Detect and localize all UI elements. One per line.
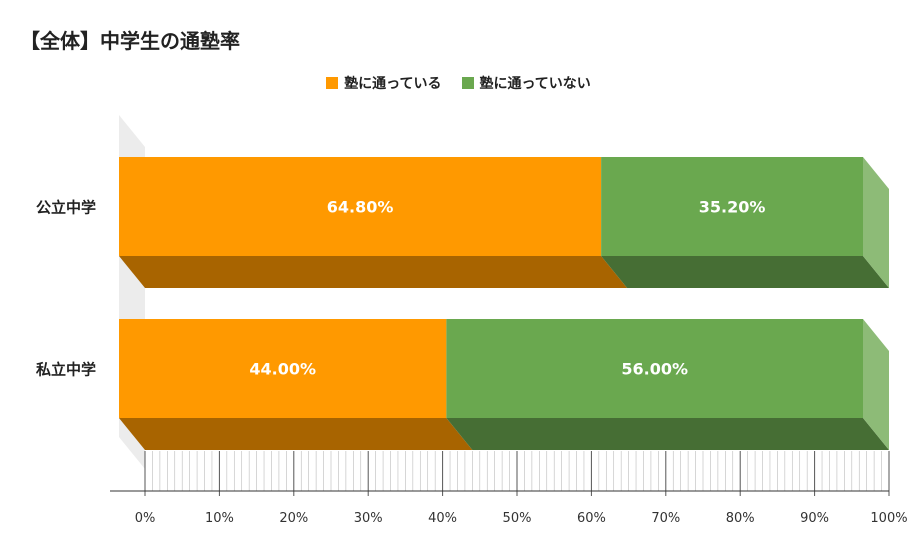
bar-bottom-face [119,418,473,450]
category-label: 公立中学 [36,199,96,217]
chart-title: 【全体】中学生の通塾率 [20,29,240,53]
x-tick-label: 10% [205,511,234,526]
bar-bottom-face [119,256,628,288]
x-tick-label: 80% [726,511,755,526]
x-tick-label: 0% [135,511,156,526]
legend: 塾に通っている 塾に通っていない [0,73,917,93]
bar-bottom-face [601,256,889,288]
data-label: 64.80% [327,198,394,217]
legend-swatch-not-attending [461,77,474,89]
bar-segment[interactable] [601,157,863,256]
category-label: 私立中学 [35,361,96,379]
legend-item-not-attending[interactable]: 塾に通っていない [461,73,591,93]
bar-segment[interactable] [446,319,863,418]
data-label: 35.20% [699,198,766,217]
legend-label-attending: 塾に通っている [344,76,442,92]
data-label: 56.00% [621,360,688,379]
x-tick-label: 50% [503,511,532,526]
bar-side-face [863,157,889,288]
legend-swatch-attending [326,77,339,89]
x-tick-label: 20% [279,511,308,526]
bar-bottom-face [446,418,889,450]
x-tick-label: 40% [428,511,457,526]
x-tick-label: 30% [354,511,383,526]
x-tick-label: 60% [577,511,606,526]
legend-item-attending[interactable]: 塾に通っている [326,73,442,93]
bar-segment[interactable] [119,319,447,418]
legend-label-not-attending: 塾に通っていない [479,76,591,92]
x-tick-label: 100% [870,511,907,526]
bar-segment[interactable] [119,157,602,256]
x-tick-label: 70% [651,511,680,526]
data-label: 44.00% [249,360,316,379]
x-tick-label: 90% [800,511,829,526]
bar-side-face [863,319,889,450]
